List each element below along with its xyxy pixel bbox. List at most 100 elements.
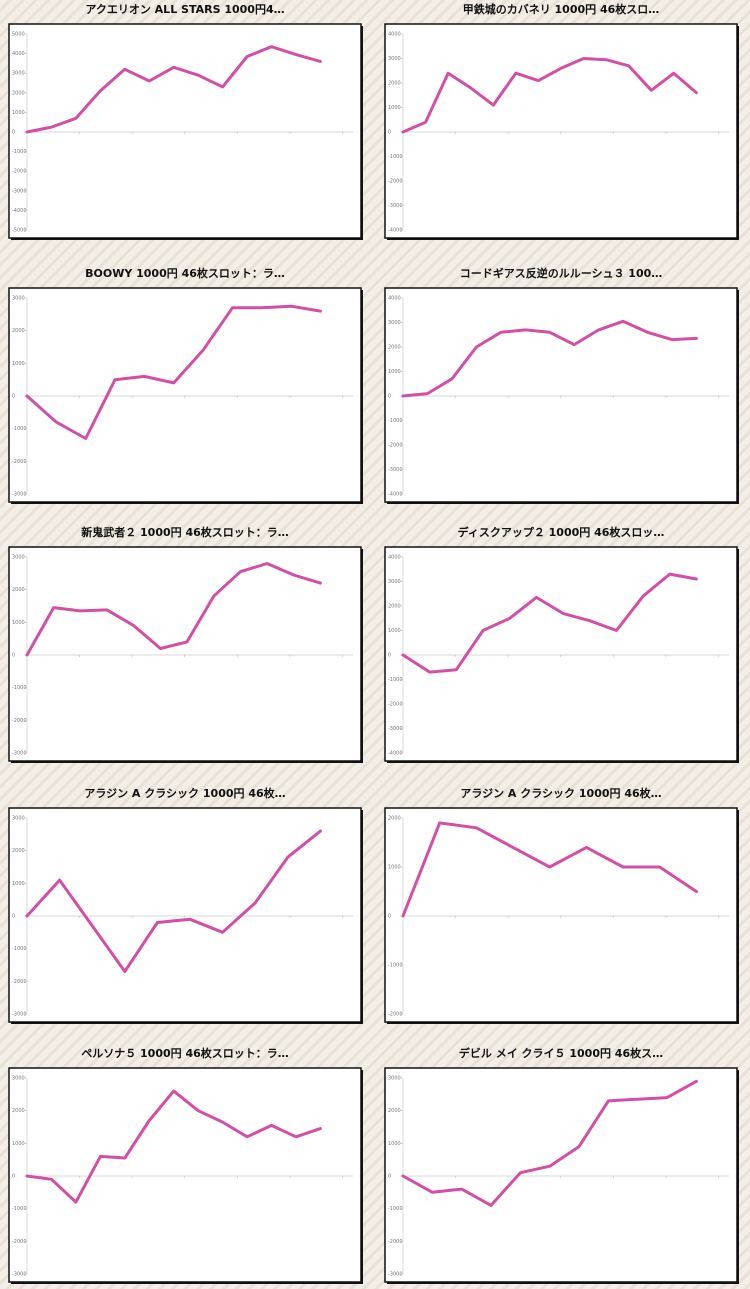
chart-box: [384, 287, 738, 503]
y-tick-label: -2000: [12, 1239, 27, 1245]
chart-box: [384, 23, 738, 239]
data-line: [25, 45, 322, 134]
data-line: [401, 319, 698, 398]
y-tick-label: -3000: [388, 726, 403, 732]
y-tick-label: 1000: [388, 105, 401, 111]
y-tick-label: 0: [12, 653, 15, 659]
y-tick-label: 4000: [388, 555, 401, 561]
y-tick-label: 4000: [388, 296, 401, 302]
y-tick-label: 2000: [12, 90, 25, 96]
y-tick-label: -4000: [388, 228, 403, 234]
y-tick-label: -3000: [12, 492, 27, 498]
data-line: [25, 562, 322, 657]
y-tick-label: 0: [388, 914, 391, 920]
y-tick-label: 1000: [12, 881, 25, 887]
y-tick-label: -1000: [388, 154, 403, 160]
y-tick-label: 1000: [12, 110, 25, 116]
y-tick-label: 1000: [12, 1141, 25, 1147]
y-tick-label: -1000: [388, 963, 403, 969]
y-tick-label: 3000: [388, 56, 401, 62]
y-tick-label: -2000: [388, 1239, 403, 1245]
y-tick-label: -4000: [388, 492, 403, 498]
chart-box: [384, 1067, 738, 1283]
y-tick-label: 1000: [388, 1141, 401, 1147]
y-tick-label: -4000: [12, 208, 27, 214]
y-tick-label: 3000: [12, 71, 25, 77]
chart-box: [384, 807, 738, 1023]
y-tick-label: -2000: [12, 459, 27, 465]
chart-title: ペルソナ５ 1000円 46枚スロット：ラ…: [81, 1046, 289, 1060]
y-tick-label: 3000: [388, 320, 401, 326]
y-tick-label: 2000: [12, 328, 25, 334]
y-tick-label: 3000: [12, 816, 25, 822]
y-tick-label: 4000: [388, 32, 401, 38]
y-tick-label: -3000: [388, 1272, 403, 1278]
y-tick-label: 3000: [12, 555, 25, 561]
y-tick-label: -1000: [12, 1206, 27, 1212]
y-tick-label: 2000: [388, 1108, 401, 1114]
y-tick-label: -2000: [388, 1012, 403, 1018]
y-tick-label: -1000: [388, 1206, 403, 1212]
y-tick-label: -2000: [388, 443, 403, 449]
chart-title: アラジン A クラシック 1000円 46枚…: [460, 786, 661, 800]
chart-box: [8, 1067, 362, 1283]
data-line: [401, 1079, 698, 1207]
y-tick-label: 4000: [12, 51, 25, 57]
y-tick-label: 1000: [12, 620, 25, 626]
y-tick-label: 3000: [388, 1076, 401, 1082]
chart-box: [384, 546, 738, 762]
y-tick-label: -4000: [388, 751, 403, 757]
y-tick-label: 2000: [12, 1108, 25, 1114]
chart-title: コードギアス反逆のルルーシュ３ 100…: [460, 266, 663, 280]
y-tick-label: -2000: [12, 169, 27, 175]
y-tick-label: 1000: [388, 865, 401, 871]
y-tick-label: -1000: [388, 677, 403, 683]
data-line: [25, 1089, 322, 1204]
y-tick-label: 2000: [388, 816, 401, 822]
y-tick-label: -3000: [388, 203, 403, 209]
chart-box: [8, 23, 362, 239]
y-tick-label: 0: [388, 1174, 391, 1180]
y-tick-label: 0: [12, 1174, 15, 1180]
y-tick-label: 2000: [388, 345, 401, 351]
data-line: [401, 57, 698, 134]
y-tick-label: 0: [12, 914, 15, 920]
y-tick-label: -1000: [12, 149, 27, 155]
y-tick-label: 5000: [12, 32, 25, 38]
y-tick-label: 0: [388, 394, 391, 400]
y-tick-label: 0: [12, 130, 15, 136]
y-tick-label: -1000: [12, 946, 27, 952]
y-tick-label: 3000: [12, 1076, 25, 1082]
chart-title: 新鬼武者２ 1000円 46枚スロット：ラ…: [81, 525, 289, 539]
chart-title: 甲鉄城のカバネリ 1000円 46枚スロ…: [463, 2, 660, 16]
chart-title: BOOWY 1000円 46枚スロット：ラ…: [85, 266, 285, 280]
chart-box: [8, 287, 362, 503]
y-tick-label: 0: [388, 130, 391, 136]
y-tick-label: 0: [12, 394, 15, 400]
y-tick-label: 2000: [12, 587, 25, 593]
data-line: [401, 821, 698, 918]
y-tick-label: -2000: [388, 702, 403, 708]
y-tick-label: 3000: [388, 579, 401, 585]
y-tick-label: -1000: [12, 426, 27, 432]
data-line: [401, 572, 698, 674]
y-tick-label: 3000: [12, 296, 25, 302]
chart-title: アラジン A クラシック 1000円 46枚…: [84, 786, 285, 800]
y-tick-label: -5000: [12, 228, 27, 234]
y-tick-label: -1000: [388, 418, 403, 424]
y-tick-label: 2000: [388, 604, 401, 610]
y-tick-label: -1000: [12, 685, 27, 691]
y-tick-label: 1000: [388, 628, 401, 634]
chart-title: ディスクアップ２ 1000円 46枚スロッ…: [458, 525, 665, 539]
y-tick-label: -2000: [12, 718, 27, 724]
data-line: [25, 304, 322, 440]
y-tick-label: -3000: [12, 188, 27, 194]
y-tick-label: -3000: [12, 751, 27, 757]
chart-title: アクエリオン ALL STARS 1000円4…: [85, 3, 284, 16]
chart-title: デビル メイ クライ５ 1000円 46枚ス…: [459, 1046, 663, 1060]
y-tick-label: -3000: [12, 1012, 27, 1018]
data-line: [25, 829, 322, 973]
y-tick-label: 2000: [12, 848, 25, 854]
y-tick-label: 1000: [12, 361, 25, 367]
